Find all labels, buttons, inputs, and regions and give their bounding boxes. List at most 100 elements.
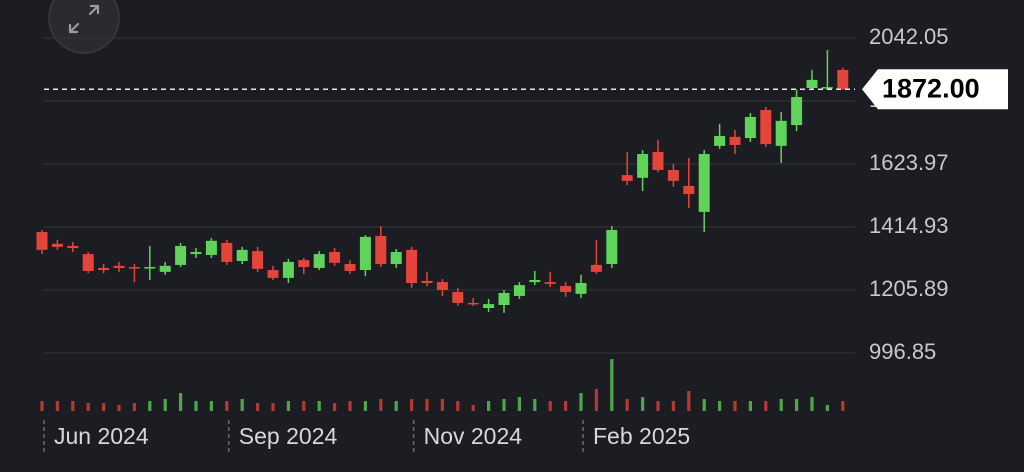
candle-body xyxy=(637,154,649,178)
candle-body xyxy=(113,265,125,268)
candle-body xyxy=(452,292,464,303)
candle-body xyxy=(513,285,525,296)
candle-body xyxy=(313,254,325,268)
y-tick-label: 1414.93 xyxy=(869,213,949,238)
volume-bar xyxy=(271,403,275,411)
volume-bar xyxy=(641,397,645,411)
axis-layer: 996.851205.891414.931623.971833.012042.0… xyxy=(43,24,949,452)
candle-body xyxy=(267,270,279,278)
candle-body xyxy=(344,264,356,271)
candle-body xyxy=(128,267,140,269)
candle-body xyxy=(575,283,587,294)
candle-body xyxy=(252,251,264,269)
y-tick-label: 2042.05 xyxy=(869,24,949,49)
candle-layer xyxy=(36,50,849,313)
candle-body xyxy=(544,282,556,284)
candle-body xyxy=(359,236,371,271)
volume-bar xyxy=(610,359,614,411)
volume-bar xyxy=(286,401,290,411)
candle-body xyxy=(282,261,294,278)
expand-button-circle[interactable] xyxy=(48,0,120,54)
candle-body xyxy=(390,251,402,265)
x-tick-label: Nov 2024 xyxy=(424,423,523,449)
candle-body xyxy=(806,79,818,89)
volume-bar xyxy=(240,399,244,411)
candle-body xyxy=(375,235,387,265)
candle-body xyxy=(821,87,833,89)
volume-bar xyxy=(810,397,814,411)
volume-bar xyxy=(102,403,106,411)
volume-bar xyxy=(795,399,799,411)
candle-body xyxy=(744,116,756,139)
volume-bar xyxy=(625,399,629,411)
expand-button[interactable] xyxy=(48,0,120,54)
volume-bar xyxy=(425,399,429,411)
x-tick-label: Sep 2024 xyxy=(239,423,338,449)
volume-bar xyxy=(132,403,136,411)
candle-body xyxy=(667,169,679,181)
y-tick-label: 996.85 xyxy=(869,339,936,364)
volume-bar xyxy=(718,401,722,411)
volume-bar xyxy=(148,401,152,411)
volume-bar xyxy=(825,405,829,411)
volume-bar xyxy=(764,401,768,411)
volume-bar xyxy=(55,401,59,411)
candle-body xyxy=(190,251,202,255)
candle-body xyxy=(791,97,803,126)
candle-body xyxy=(498,292,510,306)
expand-icon[interactable] xyxy=(68,4,100,34)
volume-bar xyxy=(440,399,444,411)
candle-body xyxy=(621,175,633,181)
candle-body xyxy=(144,267,156,269)
x-tick-label: Feb 2025 xyxy=(593,423,690,449)
volume-bar xyxy=(471,405,475,411)
candle-body xyxy=(159,265,171,272)
candle-body xyxy=(467,302,479,305)
volume-bar xyxy=(410,399,414,411)
candle-body xyxy=(36,232,48,250)
volume-bar xyxy=(209,401,213,411)
candle-body xyxy=(98,267,110,271)
volume-bar xyxy=(487,401,491,411)
volume-bar xyxy=(348,401,352,411)
volume-bar xyxy=(502,399,506,411)
grid-layer xyxy=(44,37,855,354)
candle-body xyxy=(729,136,741,145)
volume-bar xyxy=(779,399,783,411)
y-tick-label: 1205.89 xyxy=(869,276,949,301)
volume-bar xyxy=(117,405,121,411)
volume-bar xyxy=(86,403,90,411)
volume-bar xyxy=(194,401,198,411)
candle-body xyxy=(436,282,448,290)
candle-body xyxy=(221,242,233,262)
candle-body xyxy=(775,120,787,146)
current-price-label: 1872.00 xyxy=(882,73,980,103)
candle-body xyxy=(606,229,618,265)
volume-bar xyxy=(748,401,752,411)
candle-body xyxy=(236,249,248,262)
volume-bar xyxy=(548,401,552,411)
volume-bar xyxy=(456,401,460,411)
candle-body xyxy=(652,151,664,170)
volume-bar xyxy=(363,401,367,411)
volume-bar xyxy=(702,399,706,411)
volume-bar xyxy=(671,401,675,411)
candle-body xyxy=(483,304,495,309)
volume-bar xyxy=(687,391,691,411)
volume-bar xyxy=(179,393,183,411)
volume-bar xyxy=(333,403,337,411)
volume-bar xyxy=(517,397,521,411)
candle-body xyxy=(421,280,433,284)
volume-bar xyxy=(594,389,598,411)
y-tick-label: 1623.97 xyxy=(869,150,949,175)
volume-bar xyxy=(394,401,398,411)
price-layer: 1872.00 xyxy=(44,69,1008,110)
volume-bar xyxy=(225,401,229,411)
candle-body xyxy=(714,135,726,146)
volume-bar xyxy=(256,403,260,411)
volume-bar xyxy=(533,399,537,411)
volume-bar xyxy=(302,401,306,411)
candle-body xyxy=(406,249,418,284)
